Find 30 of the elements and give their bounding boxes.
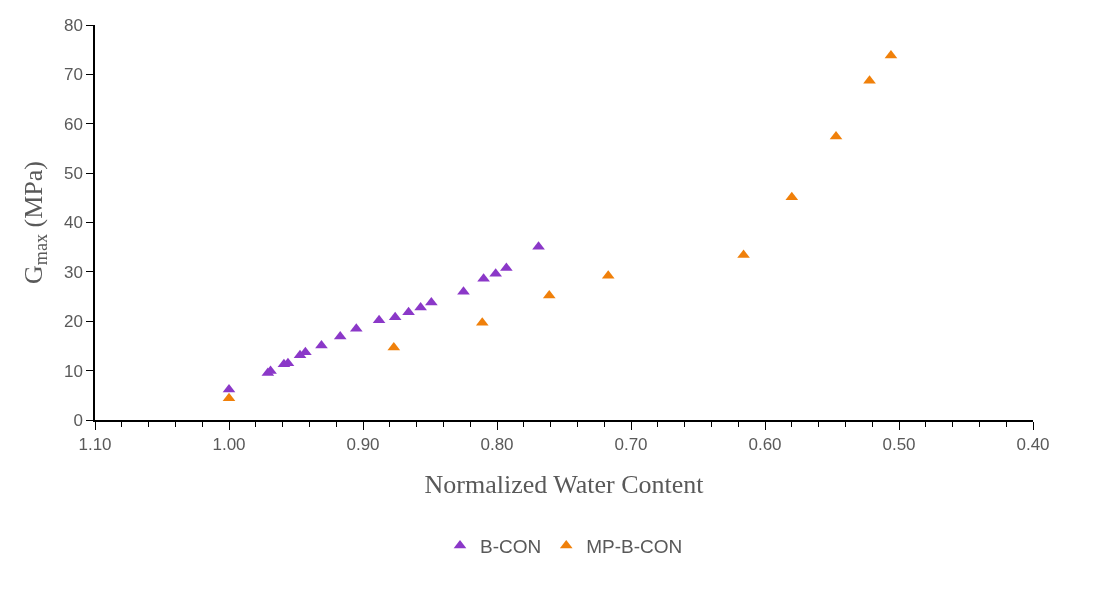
x-tick-label: 1.00 [212,435,246,455]
y-tick-label: 70 [63,65,83,85]
point [222,392,236,402]
x-tick-label: 0.50 [882,435,916,455]
x-tick-label: 0.80 [480,435,514,455]
point [372,314,386,324]
point [388,311,402,321]
x-tick-label: 0.60 [748,435,782,455]
point [222,383,236,393]
x-tick-label: 0.40 [1016,435,1050,455]
y-tick-label: 50 [63,164,83,184]
legend-label: MP-B-CON [586,535,683,557]
x-tick-label: 0.90 [346,435,380,455]
point [424,296,438,306]
x-tick-label: 1.10 [78,435,112,455]
y-tick-label: 0 [73,410,83,430]
x-tick-label: 0.70 [614,435,648,455]
y-tick-label: 40 [63,213,83,233]
y-tick-label: 30 [63,262,83,282]
point [387,341,401,351]
point [785,191,799,201]
y-tick-label: 80 [63,15,83,35]
y-tick-label: 20 [63,312,83,332]
y-tick-label: 60 [63,114,83,134]
x-axis-title: Normalized Water Content [424,470,705,500]
point [315,339,328,349]
y-tick-label: 10 [63,361,83,381]
point [414,301,427,311]
point [402,306,415,316]
legend-label: B-CON [480,535,542,557]
